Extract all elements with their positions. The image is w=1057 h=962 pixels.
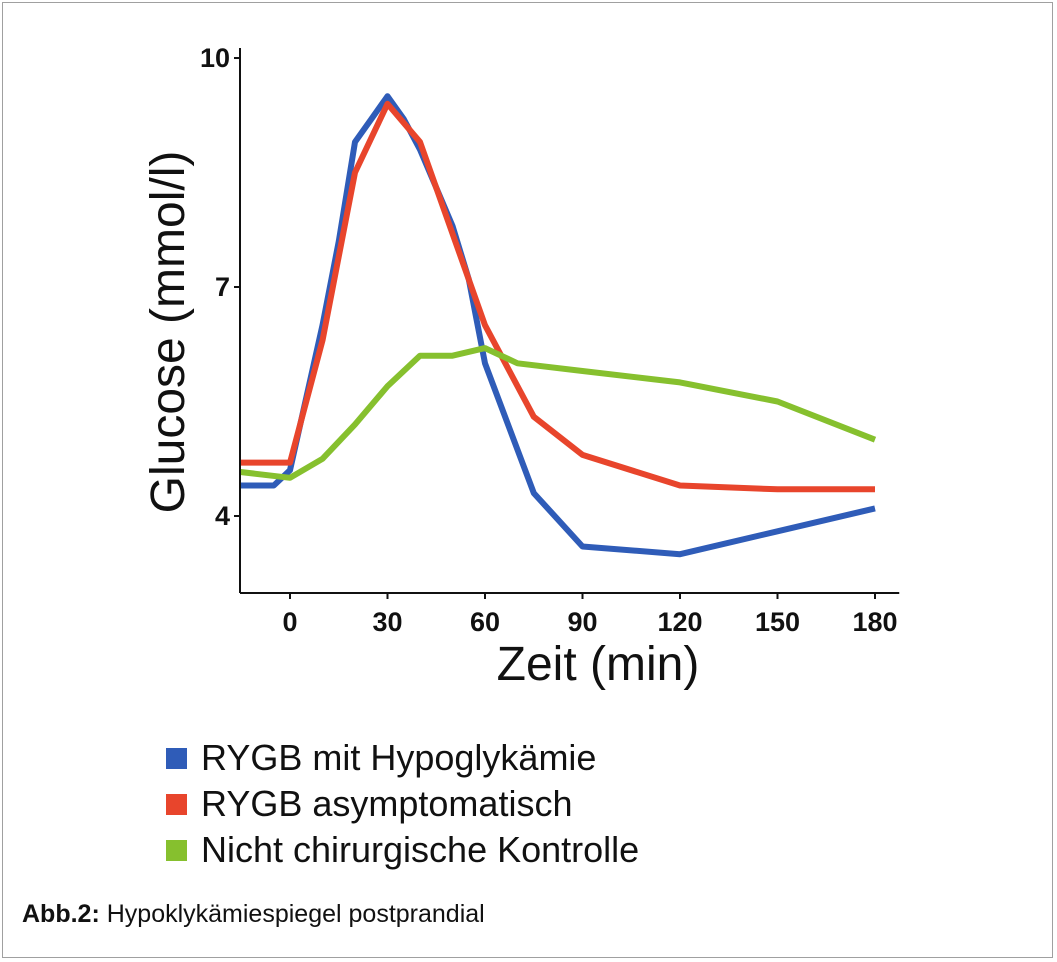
line-chart: 4 7 10 0 30 60 90 120 150 180 Zeit (min) Glucose … [142, 43, 900, 691]
legend-item-hypoglykaemie: RYGB mit Hypoglykämie [166, 735, 639, 781]
legend-swatch-blue [166, 747, 187, 769]
x-tick-label: 60 [470, 607, 500, 637]
figure-caption: Abb.2: Hypoklykämiespiegel postprandial [22, 900, 485, 929]
series-line-2 [241, 100, 875, 493]
legend-item-asymptomatisch: RYGB asymptomatisch [166, 781, 639, 827]
x-tick-label: 0 [282, 607, 297, 637]
series-line-3 [241, 345, 877, 481]
y-axis-title: Glucose (mmol/l) [142, 151, 195, 514]
x-tick-label: 180 [852, 607, 897, 637]
x-tick-label: 30 [372, 607, 402, 637]
legend-label: RYGB asymptomatisch [201, 783, 573, 824]
chart-series [241, 93, 877, 558]
y-tick-label: 7 [215, 272, 230, 302]
legend-swatch-green [166, 839, 187, 861]
x-axis-title: Zeit (min) [497, 638, 700, 691]
y-tick-label: 10 [200, 43, 230, 73]
legend-item-kontrolle: Nicht chirurgische Kontrolle [166, 827, 639, 873]
caption-text: Hypoklykämiespiegel postprandial [106, 900, 485, 928]
legend-swatch-red [166, 793, 187, 815]
x-tick-label: 150 [755, 607, 800, 637]
caption-label: Abb.2: [22, 900, 100, 928]
x-tick-label: 90 [567, 607, 597, 637]
legend-label: Nicht chirurgische Kontrolle [201, 829, 640, 870]
x-tick-label: 120 [657, 607, 702, 637]
chart-legend: RYGB mit Hypoglykämie RYGB asymptomatisc… [166, 735, 639, 873]
legend-label: RYGB mit Hypoglykämie [201, 737, 597, 778]
y-tick-label: 4 [215, 501, 230, 531]
chart-axes: 4 7 10 0 30 60 90 120 150 180 [200, 43, 900, 637]
